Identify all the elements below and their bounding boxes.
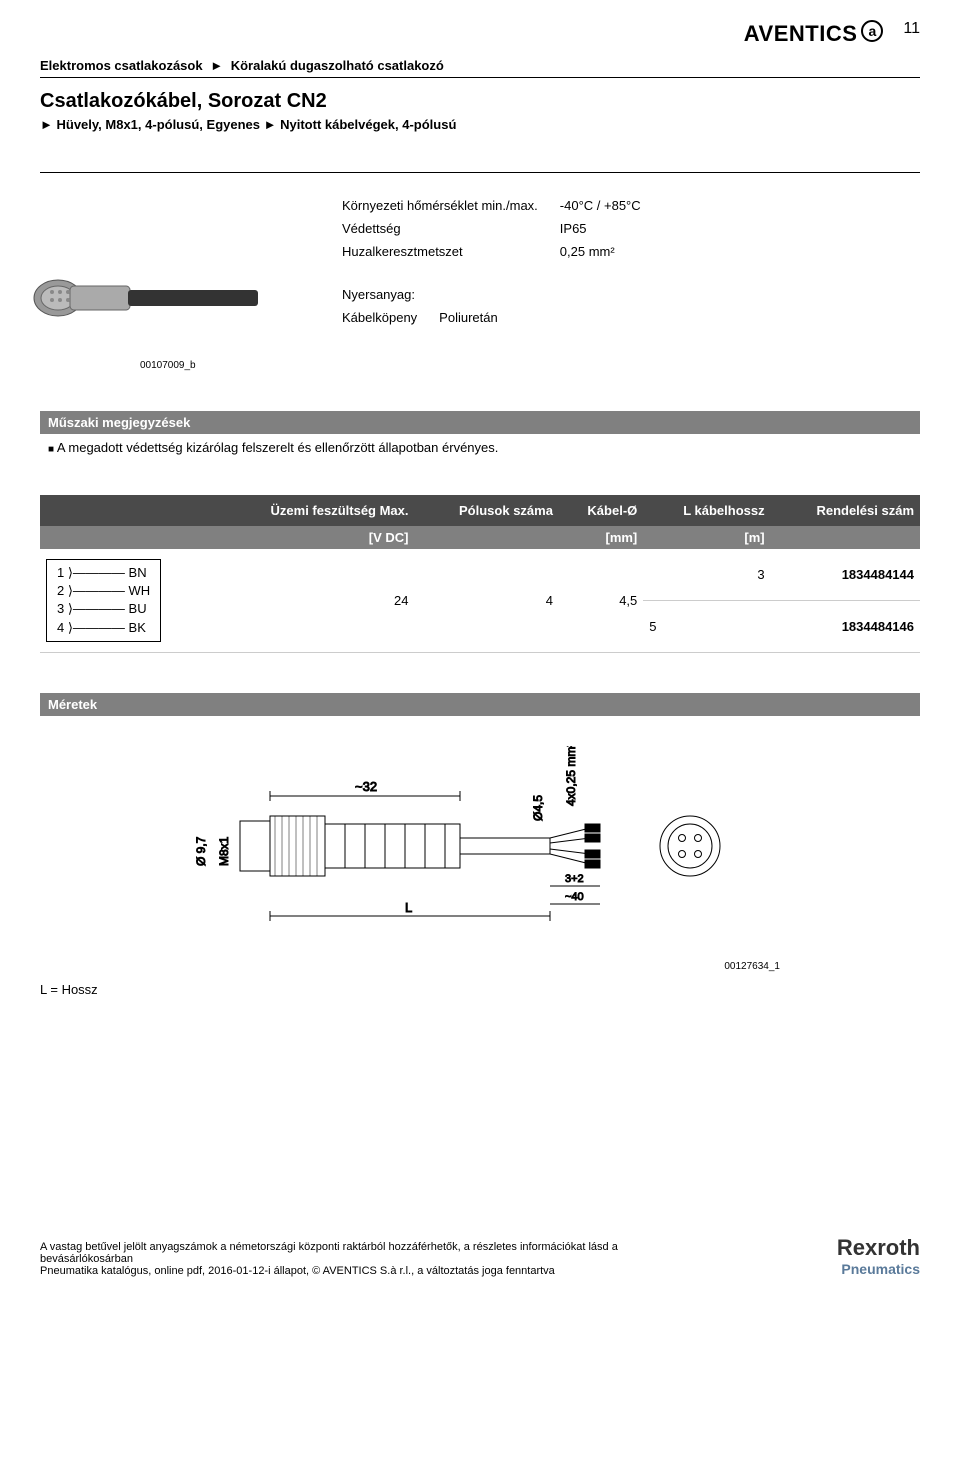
image-caption: 00107009_b xyxy=(140,360,920,371)
dim-wire: 4x0,25 mm² xyxy=(564,746,578,806)
page-header: AVENTICS a 11 xyxy=(40,20,920,48)
data-table: Üzemi feszültség Max. Pólusok száma Kábe… xyxy=(40,495,920,653)
footer-text: A vastag betűvel jelölt anyagszámok a né… xyxy=(40,1241,680,1277)
page-number: 11 xyxy=(903,20,920,38)
dimension-note: L = Hossz xyxy=(40,982,920,997)
dim-len: L xyxy=(405,900,412,915)
dim-d2: M8x1 xyxy=(217,836,231,866)
breadcrumb: Elektromos csatlakozások ► Köralakú duga… xyxy=(40,58,920,78)
dim-d3: Ø4,5 xyxy=(531,794,545,820)
dim-d1: Ø 9,7 xyxy=(194,836,208,866)
svg-text:3+2: 3+2 xyxy=(565,873,584,885)
chevron-right-icon: ► xyxy=(40,117,53,132)
pin-diagram: 1 ⟩———— BN 2 ⟩———— WH 3 ⟩———— BU 4 ⟩————… xyxy=(46,559,161,642)
title-group: Csatlakozókábel, Sorozat CN2 ► Hüvely, M… xyxy=(40,90,920,132)
svg-text:~40: ~40 xyxy=(565,891,584,903)
spec-table-2: Nyersanyag: KábelköpenyPoliuretán xyxy=(340,282,520,330)
divider xyxy=(40,172,920,173)
spec-table-1: Környezeti hőmérséklet min./max.-40°C / … xyxy=(340,193,663,264)
brand-logo: AVENTICS a xyxy=(744,20,884,48)
rexroth-logo: Rexroth Pneumatics xyxy=(837,1235,920,1277)
page-title: Csatlakozókábel, Sorozat CN2 xyxy=(40,90,920,113)
page-footer: A vastag betűvel jelölt anyagszámok a né… xyxy=(40,1235,920,1277)
dimensions-section: Méretek Ø 9,7 M8x1 xyxy=(40,693,920,997)
page-subtitle: ► Hüvely, M8x1, 4-pólusú, Egyenes ► Nyit… xyxy=(40,117,920,132)
brand-icon: a xyxy=(861,20,883,42)
dimensions-header: Méretek xyxy=(40,693,920,716)
table-row: 1 ⟩———— BN 2 ⟩———— WH 3 ⟩———— BU 4 ⟩————… xyxy=(40,549,920,600)
brand-name: AVENTICS xyxy=(744,21,858,47)
breadcrumb-part2: Köralakú dugaszolható csatlakozó xyxy=(231,58,444,73)
drawing-caption: 00127634_1 xyxy=(40,961,780,972)
product-image xyxy=(30,250,270,335)
dim-l1: ~32 xyxy=(355,779,377,794)
breadcrumb-part1: Elektromos csatlakozások xyxy=(40,58,203,73)
dimension-drawing: Ø 9,7 M8x1 ~32 xyxy=(40,746,920,931)
notes-bullet: A megadott védettség kizárólag felszerel… xyxy=(40,434,920,455)
chevron-right-icon: ► xyxy=(210,58,223,73)
notes-header: Műszaki megjegyzések xyxy=(40,411,920,434)
chevron-right-icon: ► xyxy=(264,117,277,132)
